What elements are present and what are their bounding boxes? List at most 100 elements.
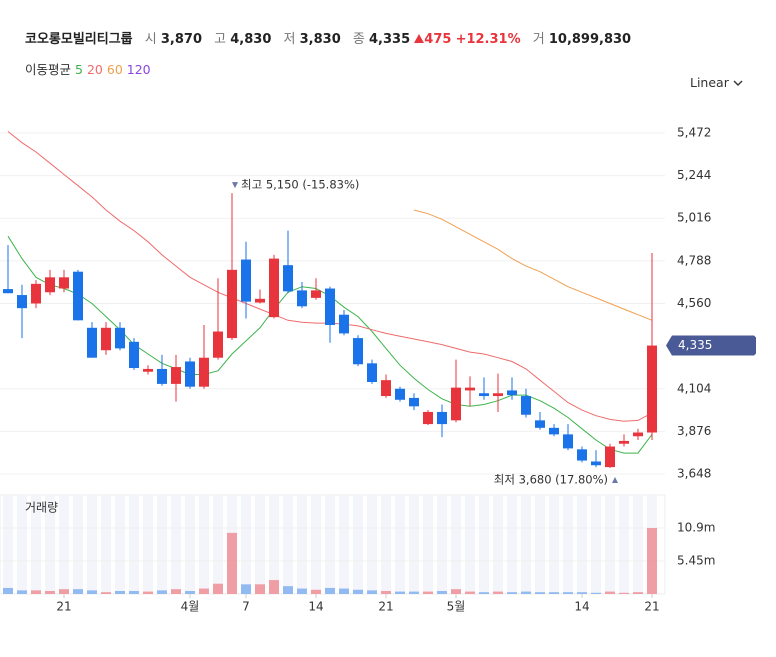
volume-column (409, 495, 419, 594)
volume-bar (605, 591, 615, 594)
high-label: 고 (214, 32, 227, 47)
volume-bar (185, 590, 195, 594)
volume-bar (143, 591, 153, 594)
volume-bar (115, 590, 125, 594)
volume-column (605, 495, 615, 594)
legend-entry: 5 (75, 62, 83, 77)
volume-column (311, 495, 321, 594)
legend-entry: 60 (106, 62, 123, 77)
volume-column (633, 495, 643, 594)
volume-bar (493, 591, 503, 594)
y-tick-label: 5,016 (677, 211, 711, 225)
x-tick-label: 14 (574, 600, 589, 614)
y-tick-label: 3,876 (677, 424, 711, 438)
candle-body (479, 393, 489, 397)
volume-bar (255, 584, 265, 594)
volume-column (535, 495, 545, 594)
volume-bar (171, 589, 181, 594)
volume-column (255, 495, 265, 594)
x-tick-label: 4월 (181, 600, 200, 614)
volume-column (423, 495, 433, 594)
volume-label: 거 (532, 32, 545, 47)
candle-body (451, 387, 461, 421)
volume-column (17, 495, 27, 594)
y-tick-label: 3,648 (677, 467, 711, 481)
volume-column (3, 495, 13, 594)
volume-bar (507, 592, 517, 594)
volume-column (297, 495, 307, 594)
volume-title: 거래량 (25, 501, 58, 515)
stock-name: 코오롱모빌리티그룹 (25, 32, 133, 47)
y-tick-label: 4,788 (677, 253, 711, 267)
volume-bar (647, 528, 657, 594)
candle-body (381, 380, 391, 397)
candle-body (325, 288, 335, 325)
volume-column (269, 495, 279, 594)
scale-toggle[interactable]: Linear (690, 75, 743, 90)
volume-bar (31, 590, 41, 594)
volume-column (479, 495, 489, 594)
volume-column (213, 495, 223, 594)
volume-column (381, 495, 391, 594)
volume-bar (423, 591, 433, 594)
volume-bar (3, 587, 13, 594)
volume-bar (17, 590, 27, 594)
volume-bar (269, 580, 279, 594)
volume-column (465, 495, 475, 594)
annotation-arrow (612, 477, 618, 484)
volume-column (591, 495, 601, 594)
close: 4,335 (369, 32, 411, 47)
candle-body (241, 259, 251, 302)
legend-entry: 120 (126, 62, 151, 77)
candle-body (493, 393, 503, 397)
candle-body (367, 363, 377, 383)
candle-body (213, 331, 223, 358)
candle-body (395, 388, 405, 400)
candle-body (73, 271, 83, 321)
legend: 이동평균 5 20 60 120 (25, 59, 151, 78)
volume-column (73, 495, 83, 594)
candle-body (577, 449, 587, 461)
open-label: 시 (144, 32, 157, 47)
candle-body (199, 357, 209, 387)
candle-body (3, 289, 13, 294)
volume-bar (45, 590, 55, 594)
candle-body (45, 277, 55, 293)
volume-bar (157, 590, 167, 594)
candle-body (465, 387, 475, 391)
annotation: 최저 3,680 (17.80%) (494, 473, 608, 487)
header: 코오롱모빌리티그룹 시 3,870 고 4,830 저 3,830 종 4,33… (25, 28, 631, 47)
annotation: 최고 5,150 (-15.83%) (241, 178, 359, 192)
x-tick-label: 21 (378, 600, 393, 614)
volume-column (199, 495, 209, 594)
candle-body (311, 290, 321, 298)
candle-body (269, 258, 279, 318)
change: 475 (424, 32, 452, 47)
moving-average (7, 131, 653, 422)
x-tick-label: 14 (308, 600, 323, 614)
annotation-arrow (232, 182, 238, 189)
low-label: 저 (283, 32, 296, 47)
candle-body (59, 277, 69, 289)
change-pct: +12.31% (455, 32, 521, 47)
volume-column (353, 495, 363, 594)
volume-bar (451, 589, 461, 594)
volume-bar (339, 588, 349, 594)
legend-entry: 20 (86, 62, 103, 77)
volume-column (367, 495, 377, 594)
candle-body (549, 427, 559, 435)
candle-body (185, 361, 195, 387)
candle-body (115, 327, 125, 349)
candle-body (633, 432, 643, 437)
volume-column (87, 495, 97, 594)
x-tick-label: 21 (644, 600, 659, 614)
volume-bar (577, 592, 587, 594)
x-tick-label: 5월 (447, 600, 466, 614)
volume-bar (353, 589, 363, 594)
candle-body (521, 396, 531, 415)
volume-bar (395, 591, 405, 594)
candle-body (535, 420, 545, 428)
scale-label: Linear (690, 75, 729, 90)
